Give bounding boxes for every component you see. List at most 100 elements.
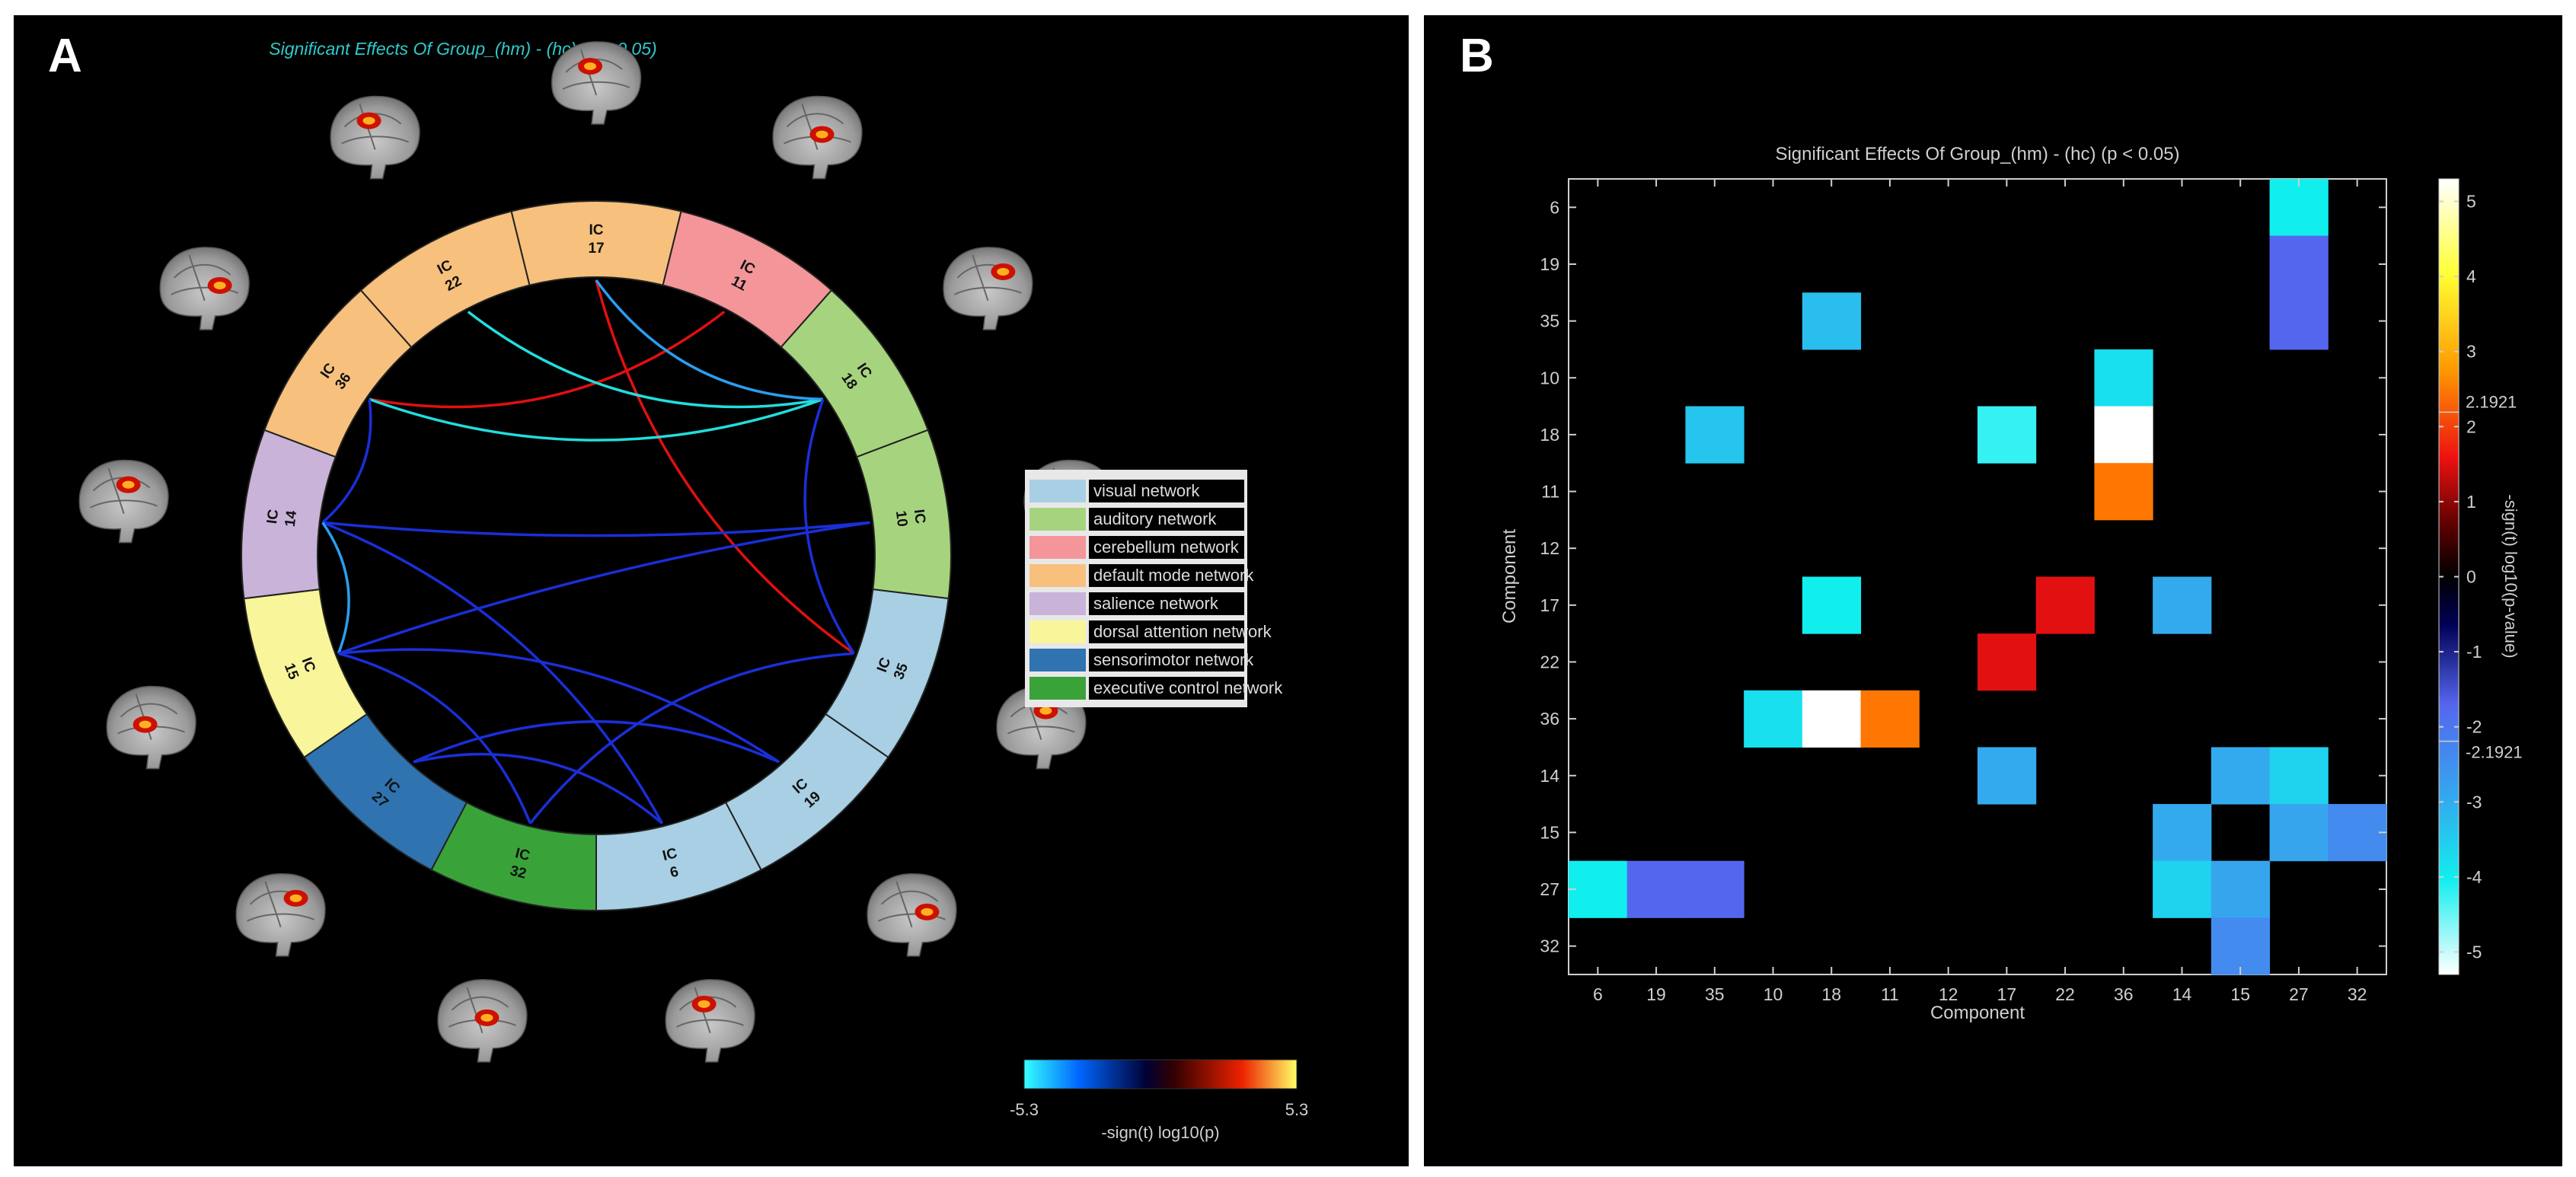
colorbar-b-tick: -5	[2466, 942, 2482, 962]
y-tick-label: 22	[1540, 652, 1559, 671]
heatmap-plot-area	[1568, 178, 2387, 975]
heatmap-cell-35-27	[1685, 860, 1744, 918]
heatmap-cell-14-15	[2153, 804, 2212, 862]
brain-slice-icon	[867, 873, 957, 957]
brain-slice-icon	[551, 41, 642, 125]
legend-label: executive control network	[1093, 678, 1283, 697]
x-tick-label: 32	[2348, 984, 2367, 1004]
panel-a-letter: A	[48, 30, 82, 82]
y-tick-label: 35	[1540, 311, 1559, 331]
link-15-10	[337, 521, 870, 655]
legend-label-bg	[1089, 480, 1244, 502]
brain-slice-icon	[772, 95, 863, 180]
colorbar-b-tick: 2	[2466, 416, 2476, 436]
legend-label: cerebellum network	[1093, 537, 1240, 557]
colorbar-b-tick: -1	[2466, 642, 2482, 662]
legend-label: salience network	[1093, 594, 1219, 613]
colorbar-b-tick: 0	[2466, 567, 2476, 587]
y-tick-label: 6	[1550, 197, 1559, 217]
ring-label-ic: IC	[911, 509, 928, 525]
colorbar-b-tick: 3	[2466, 342, 2476, 362]
brain-slice-icon	[78, 459, 169, 544]
heatmap-cell-14-17	[2153, 576, 2212, 634]
legend-frame	[1025, 470, 1247, 707]
heatmap-title: Significant Effects Of Group_(hm) - (hc)…	[1775, 144, 2179, 164]
link-36-11	[369, 311, 726, 409]
heatmap-cell-17-22	[1977, 633, 2037, 691]
colorbar-a-gradient	[1023, 1059, 1298, 1089]
x-tick-label: 36	[2114, 984, 2134, 1004]
x-tick-label: 14	[2172, 984, 2192, 1004]
heatmap-cell-19-27	[1626, 860, 1686, 918]
ring-label-num: 14	[282, 509, 300, 528]
ring-label-num: 6	[669, 864, 680, 882]
heatmap-cell-36-10	[2094, 349, 2153, 407]
heatmap-cell-27-15	[2269, 804, 2329, 862]
legend-swatch	[1029, 620, 1086, 643]
link-32-35	[528, 652, 854, 825]
heatmap-cell-36-11	[2094, 463, 2153, 521]
legend-swatch	[1029, 536, 1086, 559]
x-tick-label: 22	[2055, 984, 2075, 1004]
legend-label-bg	[1089, 564, 1244, 587]
legend-label-bg	[1089, 649, 1244, 671]
link-14-10	[322, 521, 870, 537]
ring-center	[319, 279, 873, 833]
y-tick-label: 18	[1540, 425, 1559, 445]
y-tick-label: 10	[1540, 368, 1559, 388]
legend-swatch	[1029, 677, 1086, 700]
heatmap-cell-14-27	[2153, 860, 2212, 918]
colorbar-b-tick: 4	[2466, 266, 2476, 286]
heatmap-cell-18-36	[1802, 690, 1862, 748]
ring-label-ic: IC	[589, 222, 604, 238]
heatmap-cell-17-14	[1977, 747, 2037, 805]
heatmap-cell-27-6	[2269, 179, 2329, 237]
legend-label: auditory network	[1093, 509, 1217, 528]
link-17-18	[595, 279, 823, 401]
heatmap-cells	[1569, 179, 2387, 975]
legend-swatch	[1029, 508, 1086, 531]
heatmap-cell-18-17	[1802, 576, 1862, 634]
colorbar-b-tick: 1	[2466, 492, 2476, 512]
ring: IC17IC11IC18IC10IC35IC19IC6IC32IC27IC15I…	[241, 200, 952, 912]
y-tick-label: 15	[1540, 822, 1559, 842]
legend-swatch	[1029, 480, 1086, 502]
ring-label-num: 10	[892, 510, 910, 528]
brain-slice-icon	[159, 247, 250, 330]
x-tick-label: 35	[1705, 984, 1725, 1004]
brain-slice-icon	[665, 979, 755, 1063]
network-legend: visual network auditory network cerebellum…	[1025, 470, 1283, 707]
y-axis-label: Component	[1499, 529, 1520, 624]
heatmap-cell-15-27	[2211, 860, 2271, 918]
link-18-35	[803, 398, 855, 655]
colorbar-b-threshold-neg: -2.1921	[2466, 743, 2523, 762]
legend-swatch	[1029, 649, 1086, 671]
colorbar-a-min: -5.3	[1010, 1100, 1039, 1119]
legend-label-bg	[1089, 508, 1244, 531]
heatmap-cell-15-32	[2211, 917, 2271, 975]
x-tick-label: 12	[1939, 984, 1958, 1004]
heatmap-cell-6-27	[1569, 860, 1628, 918]
link-15-32	[338, 652, 531, 825]
heatmap-cell-22-17	[2035, 576, 2095, 634]
ring-label-ic: IC	[661, 845, 679, 864]
colorbar-b-threshold-pos: 2.1921	[2466, 392, 2517, 411]
x-tick-label: 27	[2289, 984, 2309, 1004]
y-tick-label: 27	[1540, 879, 1559, 899]
ring-label-ic: IC	[264, 508, 282, 525]
legend-label-bg	[1089, 592, 1244, 615]
legend-label: dorsal attention network	[1093, 622, 1272, 641]
y-tick-label: 14	[1540, 766, 1559, 786]
legend-label-bg	[1089, 536, 1244, 559]
legend-label-bg	[1089, 620, 1244, 643]
y-tick-label: 32	[1540, 936, 1559, 956]
x-tick-label: 17	[1997, 984, 2017, 1004]
y-tick-label: 36	[1540, 709, 1559, 729]
link-27-6	[413, 752, 663, 825]
x-axis-label: Component	[1930, 1003, 2025, 1023]
heatmap-cell-32-15	[2328, 804, 2387, 862]
brain-slice-icon	[943, 247, 1033, 330]
x-tick-label: 18	[1821, 984, 1841, 1004]
connection-links	[321, 279, 870, 825]
x-tick-label: 10	[1764, 984, 1783, 1004]
